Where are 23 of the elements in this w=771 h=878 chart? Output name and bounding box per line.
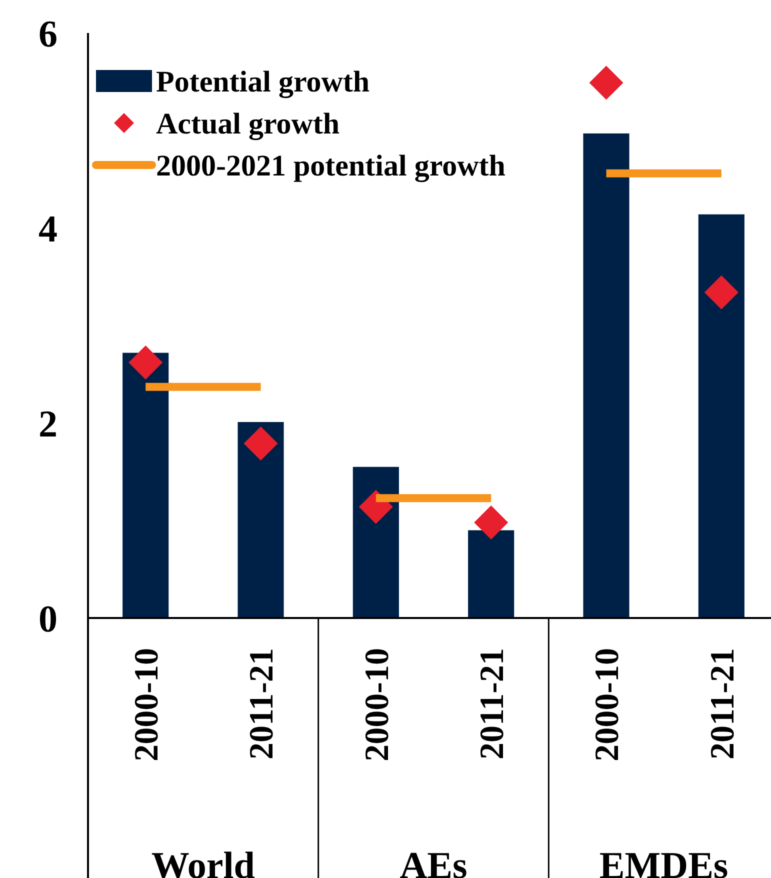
point <box>474 505 508 540</box>
y-tick-label: 4 <box>38 208 58 250</box>
y-tick-label: 0 <box>38 598 58 640</box>
x-tick-label: 2000-10 <box>128 648 166 762</box>
point <box>704 275 738 310</box>
y-tick-label: 2 <box>38 403 58 446</box>
point <box>244 426 278 460</box>
bar <box>238 422 284 618</box>
x-tick-label: 2000-10 <box>358 648 396 762</box>
bar <box>122 352 169 618</box>
bar <box>698 214 744 618</box>
legend-label: Potential growth <box>156 66 370 98</box>
point <box>589 66 624 100</box>
x-tick-label: 2011-21 <box>474 648 511 760</box>
bar <box>583 133 630 618</box>
y-tick-label: 6 <box>38 13 58 56</box>
point <box>128 346 163 380</box>
legend-label: 2000-2021 potential growth <box>156 150 506 182</box>
bar <box>468 530 514 618</box>
x-tick-label: 2011-21 <box>244 648 281 760</box>
legend-label: Actual growth <box>156 108 340 140</box>
x-tick-label: 2011-21 <box>704 648 742 760</box>
x-tick-label: 2000-10 <box>589 648 626 762</box>
